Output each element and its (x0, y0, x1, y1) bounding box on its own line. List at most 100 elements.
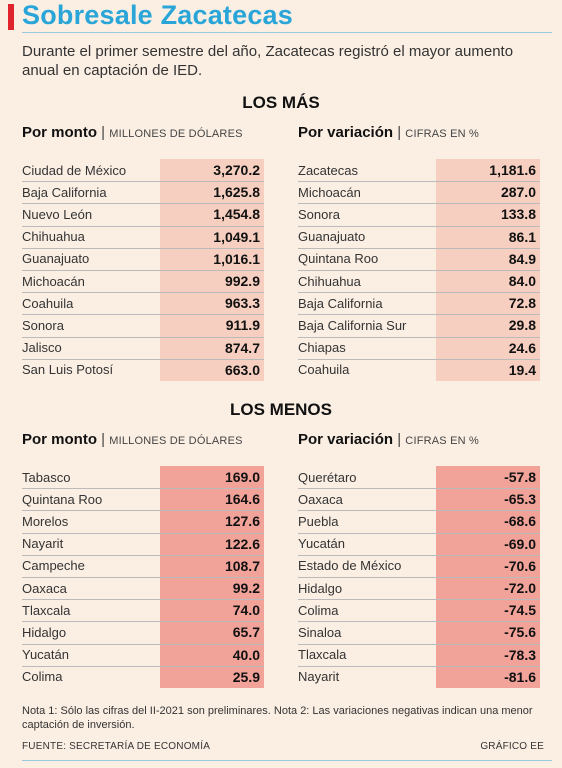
state-value: 19.4 (508, 361, 536, 378)
state-name: Sonora (298, 206, 340, 222)
state-name: Tlaxcala (22, 602, 71, 618)
row-divider (298, 643, 540, 645)
header-menos-variacion: Por variación | CIFRAS EN % (298, 431, 479, 448)
table-row: Guanajuato 1,016.1 (22, 248, 264, 270)
table-row: Baja California Sur 29.8 (298, 314, 540, 336)
table-row: Puebla -68.6 (298, 510, 540, 532)
state-name: Nuevo León (22, 206, 93, 222)
row-divider (298, 314, 540, 316)
table-mas-variacion: Zacatecas 1,181.6 Michoacán 287.0 Sonora 133.… (298, 159, 540, 381)
table-row: Coahuila 963.3 (22, 292, 264, 314)
state-name: Hidalgo (22, 624, 67, 640)
bottom-rule (22, 760, 552, 761)
row-divider (298, 225, 540, 227)
state-name: Baja California (298, 295, 383, 311)
row-divider (22, 270, 264, 271)
row-divider (298, 270, 540, 271)
row-divider (298, 488, 540, 490)
state-name: Yucatán (22, 647, 69, 663)
row-divider (22, 181, 264, 183)
state-name: Coahuila (298, 362, 350, 378)
header-variacion-unit: CIFRAS EN % (405, 128, 480, 140)
state-value: -72.0 (504, 580, 536, 596)
row-divider (22, 532, 264, 534)
row-divider (22, 336, 264, 338)
header-variacion-label: Por variación (298, 124, 394, 141)
state-name: Yucatán (298, 536, 345, 552)
state-value: 29.8 (508, 317, 536, 334)
row-divider (22, 510, 264, 512)
state-value: 84.0 (508, 273, 536, 289)
row-divider (22, 599, 264, 601)
header-monto-unit: MILLONES DE DÓLARES (109, 435, 243, 447)
state-name: Estado de México (298, 558, 402, 574)
row-divider (22, 247, 264, 249)
state-value: 874.7 (224, 339, 260, 356)
state-value: 1,625.8 (213, 184, 260, 201)
state-name: Tabasco (22, 469, 71, 485)
table-row: Chiapas 24.6 (298, 337, 540, 359)
state-value: 1,016.1 (213, 250, 260, 267)
table-row: Ciudad de México 3,270.2 (22, 159, 264, 181)
state-name: Tlaxcala (298, 647, 347, 663)
page-title: Sobresale Zacatecas (22, 0, 293, 30)
table-row: Tlaxcala 74.0 (22, 599, 264, 621)
state-name: Colima (298, 602, 339, 618)
source-text: FUENTE: SECRETARÍA DE ECONOMÍA (22, 741, 211, 752)
row-divider (298, 203, 540, 205)
state-name: San Luis Potosí (22, 362, 114, 378)
table-row: Hidalgo -72.0 (298, 577, 540, 599)
row-divider (298, 554, 540, 556)
state-name: Sinaloa (298, 624, 342, 640)
state-value: 84.9 (508, 250, 536, 267)
state-value: 65.7 (232, 624, 260, 641)
table-row: Michoacán 992.9 (22, 270, 264, 292)
state-value: -75.6 (504, 624, 536, 641)
table-row: Oaxaca -65.3 (298, 488, 540, 510)
header-mas-variacion: Por variación | CIFRAS EN % (298, 124, 479, 141)
table-row: Querétaro -57.8 (298, 466, 540, 488)
state-name: Ciudad de México (22, 162, 127, 178)
row-divider (22, 314, 264, 316)
table-row: Chihuahua 84.0 (298, 270, 540, 292)
table-row: Colima -74.5 (298, 599, 540, 621)
state-name: Oaxaca (298, 491, 343, 507)
state-value: 133.8 (500, 206, 536, 223)
row-divider (22, 292, 264, 294)
table-row: Nayarit -81.6 (298, 666, 540, 688)
header-monto-unit: MILLONES DE DÓLARES (109, 128, 243, 140)
table-row: Nuevo León 1,454.8 (22, 203, 264, 225)
header-monto-label: Por monto (22, 124, 97, 141)
state-name: Sonora (22, 317, 64, 333)
table-row: Hidalgo 65.7 (22, 621, 264, 643)
table-menos-monto: Tabasco 169.0 Quintana Roo 164.6 Morelos 127.… (22, 466, 264, 688)
table-row: Guanajuato 86.1 (298, 226, 540, 248)
header-variacion-unit: CIFRAS EN % (405, 435, 480, 447)
state-name: Chihuahua (22, 229, 85, 245)
state-value: 127.6 (224, 513, 260, 530)
state-name: Nayarit (22, 536, 64, 552)
state-name: Querétaro (298, 469, 357, 485)
table-row: Coahuila 19.4 (298, 359, 540, 381)
state-value: 122.6 (224, 535, 260, 552)
header-separator: | (101, 431, 106, 448)
table-row: Baja California 72.8 (298, 292, 540, 314)
state-value: 1,454.8 (213, 206, 260, 223)
section-heading-mas: LOS MÁS (242, 93, 320, 112)
state-name: Baja California Sur (298, 317, 407, 333)
state-value: 1,049.1 (213, 228, 260, 245)
title-rule (22, 32, 552, 33)
row-divider (298, 577, 540, 578)
header-variacion-label: Por variación (298, 431, 394, 448)
row-divider (22, 577, 264, 578)
section-heading-menos: LOS MENOS (229, 400, 332, 419)
state-name: Coahuila (22, 295, 74, 311)
row-divider (22, 488, 264, 490)
state-name: Baja California (22, 184, 107, 200)
row-divider (298, 510, 540, 512)
state-value: -70.6 (504, 557, 536, 574)
row-divider (22, 554, 264, 556)
state-value: 86.1 (508, 228, 536, 245)
title-accent-bar (8, 4, 14, 30)
table-row: Nayarit 122.6 (22, 533, 264, 555)
